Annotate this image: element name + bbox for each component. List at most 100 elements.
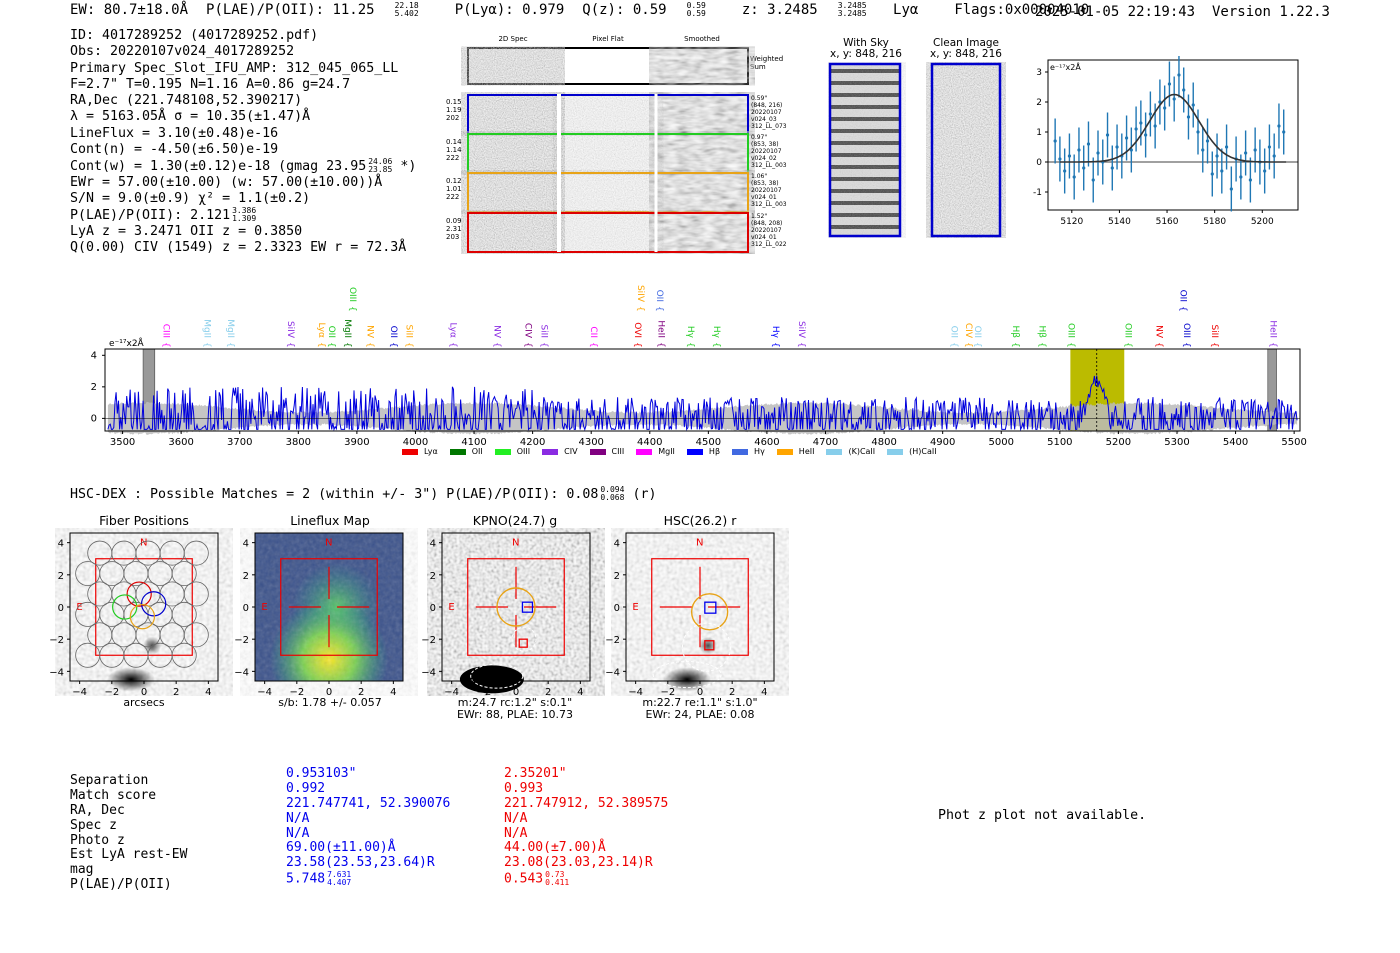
dashed-ellipse <box>470 663 524 689</box>
legend-entry: MgII <box>636 447 675 456</box>
fiber-circle <box>183 581 209 607</box>
match-circle <box>690 593 729 631</box>
line-marker-label: OII <box>388 326 398 338</box>
panel-ytick-label: 4 <box>430 539 436 550</box>
zoom-point <box>1172 97 1176 101</box>
panel-xtick-label: 2 <box>358 687 364 698</box>
legend-label: OII <box>471 447 483 456</box>
line-marker-brace: { <box>448 342 458 348</box>
fiber-row-1 <box>467 94 749 135</box>
legend-entry: CIII <box>589 447 624 456</box>
weighted-sum-label: Weighted Sum <box>750 55 784 71</box>
col-title-2d: 2D Spec <box>498 35 528 43</box>
legend-swatch <box>826 448 843 455</box>
line-marker-brace: { <box>1153 342 1163 348</box>
spec-xtick-label: 4100 <box>461 437 486 448</box>
line-marker-label: OII <box>654 290 664 302</box>
line-marker-siii: SiII { <box>404 324 414 347</box>
caption-kpno: m:24.7 rc:1.2" s:0.1" EWr: 88, PLAE: 10.7… <box>456 696 574 721</box>
version: Version 1.22.3 <box>1211 4 1330 20</box>
row4-stats: 0.09 2.31 203 <box>446 217 462 241</box>
panel-ytick-label: 2 <box>58 571 64 582</box>
line-marker-brace: { <box>1066 342 1076 348</box>
spec-xtick-label: 5100 <box>1047 437 1072 448</box>
legend-swatch <box>887 448 904 455</box>
zoom-point <box>1110 166 1114 170</box>
line-marker-brace: { <box>1209 342 1219 348</box>
line-marker-hβ: Hβ { <box>1010 325 1020 347</box>
line-marker-hγ: Hγ { <box>711 326 721 348</box>
line-marker-oiii: OIII { <box>1066 323 1076 348</box>
info-contn: Cont(n) = -4.50(±6.50)e-19 <box>70 142 279 158</box>
zoom-point <box>1153 124 1157 128</box>
info-ewr: EWr = 57.00(±10.00) (w: 57.00(±10.00))Å <box>70 174 383 190</box>
panel-xtick-label: 0 <box>141 687 147 698</box>
line-marker-label: Hγ <box>711 326 721 339</box>
line-marker-hγ: Hγ { <box>770 326 780 348</box>
line-marker-brace: { <box>538 342 548 348</box>
line-marker-nv: NV { <box>364 325 374 348</box>
legend-swatch <box>542 448 559 455</box>
legend-swatch <box>449 448 466 455</box>
info-civ: Q(0.00) CIV (1549) z = 2.3323 EW r = 72.… <box>70 239 407 255</box>
spec-xtick-label: 5500 <box>1281 437 1306 448</box>
spec-xtick-label: 3900 <box>344 437 369 448</box>
line-marker-brace: { <box>1268 342 1278 348</box>
zoom-point <box>1229 187 1233 191</box>
info-contw: Cont(w) = 1.30(±0.12)e-18 (gmag 23.95 24.… <box>70 157 417 175</box>
line-marker-brace: { <box>632 342 642 348</box>
north-label: N <box>512 538 519 549</box>
line-marker-label: Hβ <box>1010 325 1020 338</box>
line-legend: Lyα OII OIII CIV CIII MgII Hβ Hγ HeII (K)CaII (H)C… <box>402 447 949 456</box>
legend-entry: OII <box>449 447 483 456</box>
zoom-point <box>1253 148 1257 152</box>
row3-stats: 0.12 1.01 222 <box>446 177 462 201</box>
panel-xtick-label: 0 <box>513 687 519 698</box>
zoom-line-fit-chart: 3 2 1 0 -1 5120 5140 5160 5180 5200 e⁻¹⁷x2Å <box>1033 56 1299 227</box>
panel-ytick-label: 4 <box>243 539 249 550</box>
zoom-ylabel: e⁻¹⁷x2Å <box>1050 61 1081 72</box>
timestamp: 2025-01-05 22:19:43 <box>1034 4 1196 20</box>
panel-xtick-label: −4 <box>628 687 643 698</box>
line-marker-label: OIII <box>347 287 357 302</box>
panel-xtick-label: 4 <box>577 687 583 698</box>
zoom-point <box>1282 130 1286 134</box>
fiber-row-3 <box>467 172 749 213</box>
zoom-point <box>1224 145 1229 149</box>
flags-value: Flags:0x00004010 <box>954 2 1090 18</box>
line-marker-brace: { <box>404 342 414 348</box>
line-marker-brace: { <box>161 342 171 348</box>
line-marker-label: Lyα <box>448 323 458 339</box>
plae-value: P(LAE)/P(OII): 11.25 22.18 5.402 <box>206 1 419 19</box>
line-marker-label: SiIV <box>796 321 806 339</box>
line-marker-brace: { <box>654 306 664 312</box>
zoom-point <box>1210 172 1214 176</box>
panel-ytick-label: 0 <box>243 603 249 614</box>
spec-xtick-label: 3800 <box>286 437 311 448</box>
line-marker-label: Hγ <box>685 326 695 339</box>
zoom-point <box>1182 88 1186 92</box>
line-marker-siiv: SiIV { <box>285 321 295 348</box>
spec-ytick-label: 4 <box>91 350 97 361</box>
row1-notes: 0.59" (848, 216) 20220107 v024_03 312_LL_073 <box>751 95 787 130</box>
spectrum-line <box>107 375 1298 432</box>
line-marker-mgii: MgII { <box>342 319 352 348</box>
fiber-orange <box>129 603 156 630</box>
panel-title-kpno: KPNO(24.7) g <box>472 513 558 528</box>
panel-ytick-label: −4 <box>234 667 249 678</box>
zoom-point <box>1129 148 1133 152</box>
fiber-blue <box>140 591 167 617</box>
dashed-ellipse <box>681 622 731 672</box>
caption-lineflux: s/b: 1.78 +/- 0.057 <box>278 696 382 709</box>
panel-2: N E −4 −4 −2 −2 0 0 2 2 4 4 <box>421 532 591 698</box>
match-circle <box>496 587 536 627</box>
zoom-point <box>1115 145 1119 149</box>
panel-3: N E −4 −4 −2 −2 0 0 2 2 4 4 <box>605 532 775 698</box>
row1-stats: 0.15 1.19 202 <box>446 98 462 122</box>
line-marker-lyα: Lyα { <box>448 323 458 348</box>
legend-label: MgII <box>658 447 675 456</box>
aperture-box <box>467 558 565 656</box>
line-marker-brace: { <box>796 342 806 348</box>
info-lineflux: LineFlux = 3.10(±0.48)e-16 <box>70 125 279 141</box>
line-marker-oii: OII { <box>654 290 664 312</box>
